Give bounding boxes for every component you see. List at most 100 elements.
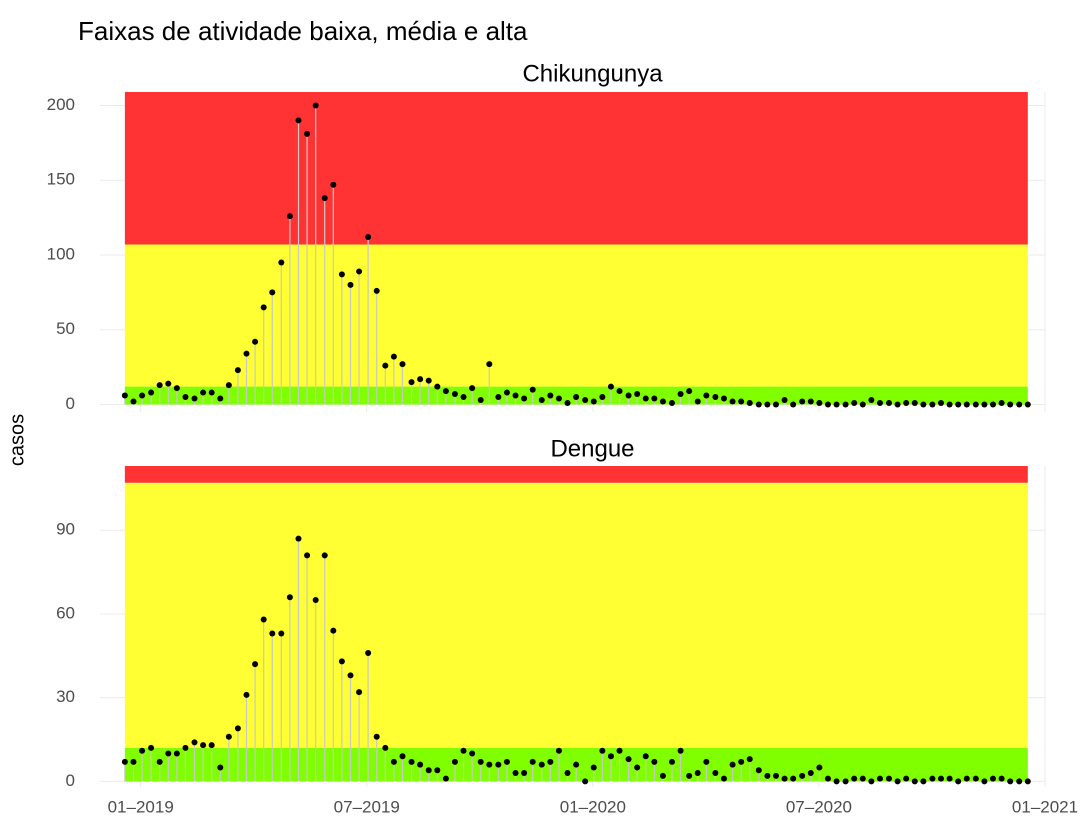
point <box>868 397 875 404</box>
point <box>173 750 180 757</box>
point <box>399 361 406 368</box>
point <box>286 594 293 601</box>
point <box>642 753 649 760</box>
point <box>225 382 232 389</box>
point <box>382 362 389 369</box>
point <box>746 400 753 407</box>
point <box>582 778 589 785</box>
point <box>590 398 597 405</box>
point <box>451 391 458 398</box>
point <box>564 770 571 777</box>
point <box>946 401 953 408</box>
point <box>920 778 927 785</box>
point <box>938 775 945 782</box>
y-tick-label: 200 <box>47 95 75 114</box>
point <box>642 395 649 402</box>
point <box>260 616 267 623</box>
band <box>124 482 1028 748</box>
point <box>694 398 701 405</box>
point <box>729 761 736 768</box>
point <box>607 383 614 390</box>
point <box>156 758 163 765</box>
point <box>182 744 189 751</box>
point <box>512 770 519 777</box>
point <box>278 630 285 637</box>
point <box>521 770 528 777</box>
point <box>312 102 319 109</box>
point <box>408 758 415 765</box>
point <box>816 764 823 771</box>
point <box>139 392 146 399</box>
point <box>755 767 762 774</box>
point <box>252 338 259 345</box>
point <box>260 304 267 311</box>
point <box>903 400 910 407</box>
y-tick-label: 60 <box>56 603 75 622</box>
point <box>790 401 797 408</box>
point <box>659 772 666 779</box>
point <box>390 758 397 765</box>
point <box>148 389 155 396</box>
point <box>668 758 675 765</box>
point <box>651 758 658 765</box>
point <box>981 401 988 408</box>
point <box>252 661 259 668</box>
point <box>955 401 962 408</box>
point <box>295 535 302 542</box>
point <box>990 401 997 408</box>
point <box>833 778 840 785</box>
point <box>720 775 727 782</box>
point <box>417 376 424 383</box>
point <box>503 758 510 765</box>
point <box>547 758 554 765</box>
point <box>460 747 467 754</box>
point <box>929 401 936 408</box>
point <box>356 689 363 696</box>
point <box>1024 401 1031 408</box>
point <box>286 213 293 220</box>
point <box>347 672 354 679</box>
point <box>1024 778 1031 785</box>
point <box>182 394 189 401</box>
point <box>217 395 224 402</box>
point <box>746 756 753 763</box>
point <box>929 775 936 782</box>
point <box>217 764 224 771</box>
point <box>330 181 337 188</box>
point <box>295 117 302 124</box>
x-tick-label: 07–2020 <box>786 797 852 816</box>
point <box>555 395 562 402</box>
x-tick-label: 07–2019 <box>334 797 400 816</box>
point <box>234 367 241 374</box>
point <box>833 401 840 408</box>
point <box>1016 401 1023 408</box>
point <box>148 744 155 751</box>
point <box>338 271 345 278</box>
point <box>200 389 207 396</box>
point <box>799 398 806 405</box>
point <box>781 775 788 782</box>
point <box>156 382 163 389</box>
point <box>434 383 441 390</box>
point <box>955 778 962 785</box>
point <box>686 772 693 779</box>
point <box>529 386 536 393</box>
point <box>859 401 866 408</box>
point <box>191 739 198 746</box>
x-tick-label: 01–2021 <box>1012 797 1078 816</box>
point <box>816 400 823 407</box>
point <box>625 756 632 763</box>
point <box>886 400 893 407</box>
point <box>191 395 198 402</box>
point <box>599 394 606 401</box>
point <box>547 392 554 399</box>
point <box>130 758 137 765</box>
point <box>911 778 918 785</box>
point <box>321 195 328 202</box>
point <box>208 389 215 396</box>
point <box>347 281 354 288</box>
point <box>365 234 372 241</box>
point <box>738 758 745 765</box>
